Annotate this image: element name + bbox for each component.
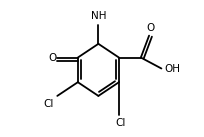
- Text: NH: NH: [90, 11, 106, 21]
- Text: O: O: [146, 23, 154, 33]
- Text: Cl: Cl: [115, 118, 125, 128]
- Text: Cl: Cl: [43, 99, 54, 109]
- Text: OH: OH: [164, 64, 180, 73]
- Text: O: O: [48, 53, 56, 62]
